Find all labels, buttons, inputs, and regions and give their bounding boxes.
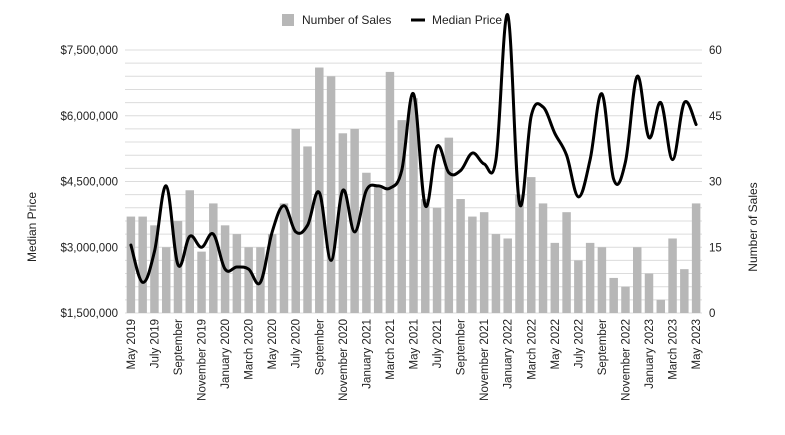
legend-label-number-of-sales: Number of Sales (302, 13, 391, 27)
median-price-line (129, 13, 698, 286)
bars-number-of-sales (126, 67, 701, 314)
x-tick-label: January 2021 (361, 319, 373, 389)
bar-number-of-sales (138, 216, 147, 313)
x-tick-label: January 2022 (503, 319, 515, 389)
x-tick-label: January 2023 (644, 319, 656, 389)
bar-number-of-sales (185, 190, 195, 313)
bar-number-of-sales (479, 212, 489, 313)
left-axis-title: Median Price (25, 192, 39, 262)
bar-number-of-sales (350, 128, 359, 313)
bar-number-of-sales (291, 128, 300, 313)
legend-label-median-price: Median Price (432, 13, 502, 27)
bar-number-of-sales (527, 177, 536, 313)
left-tick-label: $4,500,000 (60, 177, 118, 189)
x-tick-label: March 2021 (385, 319, 397, 380)
bar-number-of-sales (562, 212, 571, 313)
x-tick-label: March 2022 (526, 319, 538, 380)
bar-number-of-sales (680, 269, 689, 313)
bar-number-of-sales (209, 203, 218, 313)
bar-number-of-sales (150, 225, 159, 313)
bar-number-of-sales (609, 277, 618, 313)
bar-number-of-sales (326, 76, 336, 313)
right-axis-ticks: 0 15 30 45 60 (709, 45, 722, 320)
right-tick-label: 0 (709, 308, 715, 320)
bar-number-of-sales (538, 203, 548, 313)
x-tick-label: May 2021 (409, 319, 421, 370)
bar-number-of-sales (409, 98, 418, 313)
x-tick-label: September (456, 319, 468, 375)
bar-number-of-sales (691, 203, 701, 313)
x-tick-label: July 2020 (291, 319, 303, 368)
bar-number-of-sales (632, 247, 642, 313)
bar-number-of-sales (621, 286, 630, 313)
x-tick-label: May 2022 (550, 319, 562, 370)
x-tick-label: September (597, 319, 609, 375)
bar-number-of-sales (574, 260, 583, 313)
x-axis-ticks: May 2019 July 2019 September November 2019 J… (126, 319, 703, 401)
x-tick-label: July 2022 (573, 319, 585, 368)
left-tick-label: $6,000,000 (60, 111, 118, 123)
bar-number-of-sales (126, 216, 136, 313)
legend-swatch-number-of-sales (282, 14, 294, 26)
x-tick-label: November 2020 (338, 319, 350, 401)
legend: Number of Sales Median Price (282, 13, 502, 27)
bar-number-of-sales (432, 207, 442, 313)
left-axis-ticks: $1,500,000 $3,000,000 $4,500,000 $6,000,000… (60, 45, 118, 320)
bar-number-of-sales (656, 299, 666, 313)
bar-number-of-sales (444, 137, 454, 313)
x-tick-label: May 2019 (126, 319, 138, 370)
bar-number-of-sales (397, 120, 406, 313)
x-tick-label: May 2020 (267, 319, 279, 370)
bar-number-of-sales (232, 234, 242, 313)
bar-number-of-sales (421, 199, 430, 313)
line-median-price (129, 13, 698, 286)
left-tick-label: $1,500,000 (60, 308, 118, 320)
bar-number-of-sales (491, 234, 501, 313)
bar-number-of-sales (468, 216, 477, 313)
right-tick-label: 60 (709, 45, 722, 57)
bar-number-of-sales (279, 203, 289, 313)
x-tick-label: March 2020 (244, 319, 256, 380)
bar-number-of-sales (456, 199, 465, 313)
bar-number-of-sales (267, 234, 277, 313)
left-tick-label: $7,500,000 (60, 45, 118, 57)
bar-number-of-sales (644, 273, 654, 313)
bar-number-of-sales (373, 185, 383, 313)
bar-number-of-sales (585, 242, 595, 313)
right-tick-label: 15 (709, 242, 722, 254)
right-axis-title: Number of Sales (746, 182, 760, 271)
bar-number-of-sales (597, 247, 607, 313)
x-tick-label: January 2020 (220, 319, 232, 389)
right-tick-label: 30 (709, 177, 722, 189)
bar-number-of-sales (550, 242, 560, 313)
x-tick-label: November 2022 (620, 319, 632, 401)
bar-number-of-sales (362, 172, 371, 313)
x-tick-label: September (173, 319, 185, 375)
x-tick-label: July 2021 (432, 319, 444, 368)
bar-number-of-sales (161, 247, 171, 313)
bar-number-of-sales (503, 238, 512, 313)
x-tick-label: September (314, 319, 326, 375)
bar-number-of-sales (197, 251, 206, 313)
right-tick-label: 45 (709, 111, 722, 123)
x-tick-label: July 2019 (149, 319, 161, 368)
left-tick-label: $3,000,000 (60, 242, 118, 254)
x-tick-label: November 2021 (479, 319, 491, 401)
bar-number-of-sales (244, 247, 253, 313)
x-tick-label: November 2019 (197, 319, 209, 401)
bar-number-of-sales (303, 146, 312, 313)
bar-number-of-sales (668, 238, 677, 313)
bar-number-of-sales (385, 71, 395, 314)
bar-number-of-sales (338, 133, 348, 313)
bar-number-of-sales (315, 67, 324, 314)
bar-number-of-sales (515, 194, 524, 313)
x-tick-label: March 2023 (668, 319, 680, 380)
x-tick-label: May 2023 (691, 319, 703, 370)
